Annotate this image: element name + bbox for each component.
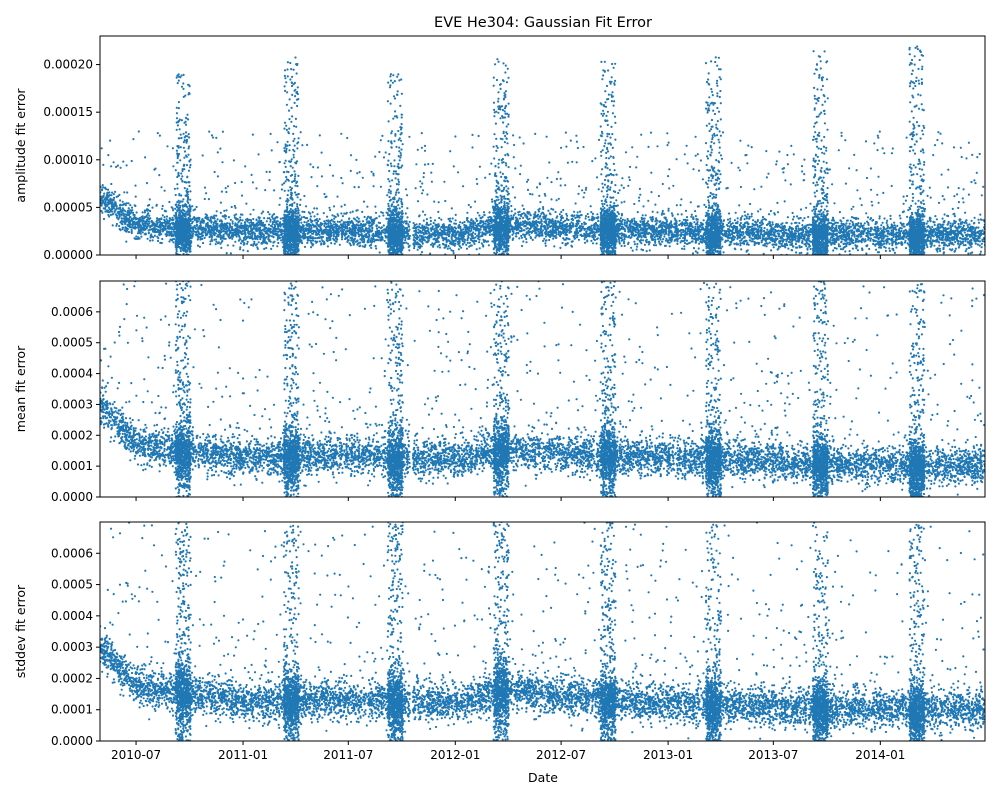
y-tick-label: 0.0001 bbox=[51, 703, 93, 717]
scatter-point-cloud bbox=[100, 45, 985, 255]
y-tick-label: 0.00000 bbox=[43, 248, 93, 262]
y-tick-label: 0.0006 bbox=[51, 305, 93, 319]
x-tick-label: 2012-01 bbox=[430, 748, 480, 762]
x-tick-label: 2011-07 bbox=[323, 748, 373, 762]
y-tick-label: 0.0000 bbox=[51, 734, 93, 748]
axes-frame bbox=[99, 35, 986, 256]
axes-frame bbox=[99, 280, 986, 498]
y-tick-label: 0.0002 bbox=[51, 428, 93, 442]
y-tick-label: 0.0001 bbox=[51, 459, 93, 473]
x-axis-label: Date bbox=[528, 770, 558, 785]
y-tick-label: 0.00005 bbox=[43, 200, 93, 214]
axes-frame bbox=[99, 521, 986, 742]
y-axis-label: stddev fit error bbox=[13, 584, 28, 678]
subplot-3: 0.0000 0.0001 0.0002 0.0003 0.0004 0.0005 0.00… bbox=[13, 521, 986, 762]
y-tick-label: 0.0003 bbox=[51, 640, 93, 654]
y-tick-label: 0.0000 bbox=[51, 490, 93, 504]
y-tick-label: 0.00020 bbox=[43, 58, 93, 72]
y-tick-label: 0.0004 bbox=[51, 367, 93, 381]
y-tick-label: 0.0005 bbox=[51, 336, 93, 350]
x-tick-label: 2012-07 bbox=[536, 748, 586, 762]
y-tick-label: 0.0002 bbox=[51, 671, 93, 685]
subplot-1: 0.00000 0.00005 0.00010 0.00015 0.00020 ampli… bbox=[13, 35, 986, 262]
scatter-point-cloud bbox=[100, 281, 985, 497]
scatter-point-cloud bbox=[100, 522, 985, 741]
subplots: 0.00000 0.00005 0.00010 0.00015 0.00020 ampli… bbox=[13, 35, 986, 762]
y-tick-label: 0.0004 bbox=[51, 609, 93, 623]
scatter-points-panel-1 bbox=[100, 45, 985, 255]
x-tick-label: 2010-07 bbox=[111, 748, 161, 762]
x-tick-label: 2014-01 bbox=[855, 748, 905, 762]
x-tick-label: 2013-07 bbox=[748, 748, 798, 762]
y-tick-label: 0.0006 bbox=[51, 546, 93, 560]
scatter-points-panel-2 bbox=[100, 281, 985, 497]
y-tick-label: 0.0003 bbox=[51, 397, 93, 411]
y-axis-label: amplitude fit error bbox=[13, 88, 28, 203]
y-tick-label: 0.00010 bbox=[43, 153, 93, 167]
scatter-points-panel-3 bbox=[100, 522, 985, 741]
x-tick-label: 2011-01 bbox=[218, 748, 268, 762]
y-tick-label: 0.0005 bbox=[51, 578, 93, 592]
y-axis-label: mean fit error bbox=[13, 345, 28, 432]
y-tick-label: 0.00015 bbox=[43, 105, 93, 119]
chart-title: EVE He304: Gaussian Fit Error bbox=[434, 15, 652, 31]
subplot-2: 0.0000 0.0001 0.0002 0.0003 0.0004 0.0005 0.00… bbox=[13, 280, 986, 504]
x-tick-label: 2013-01 bbox=[643, 748, 693, 762]
